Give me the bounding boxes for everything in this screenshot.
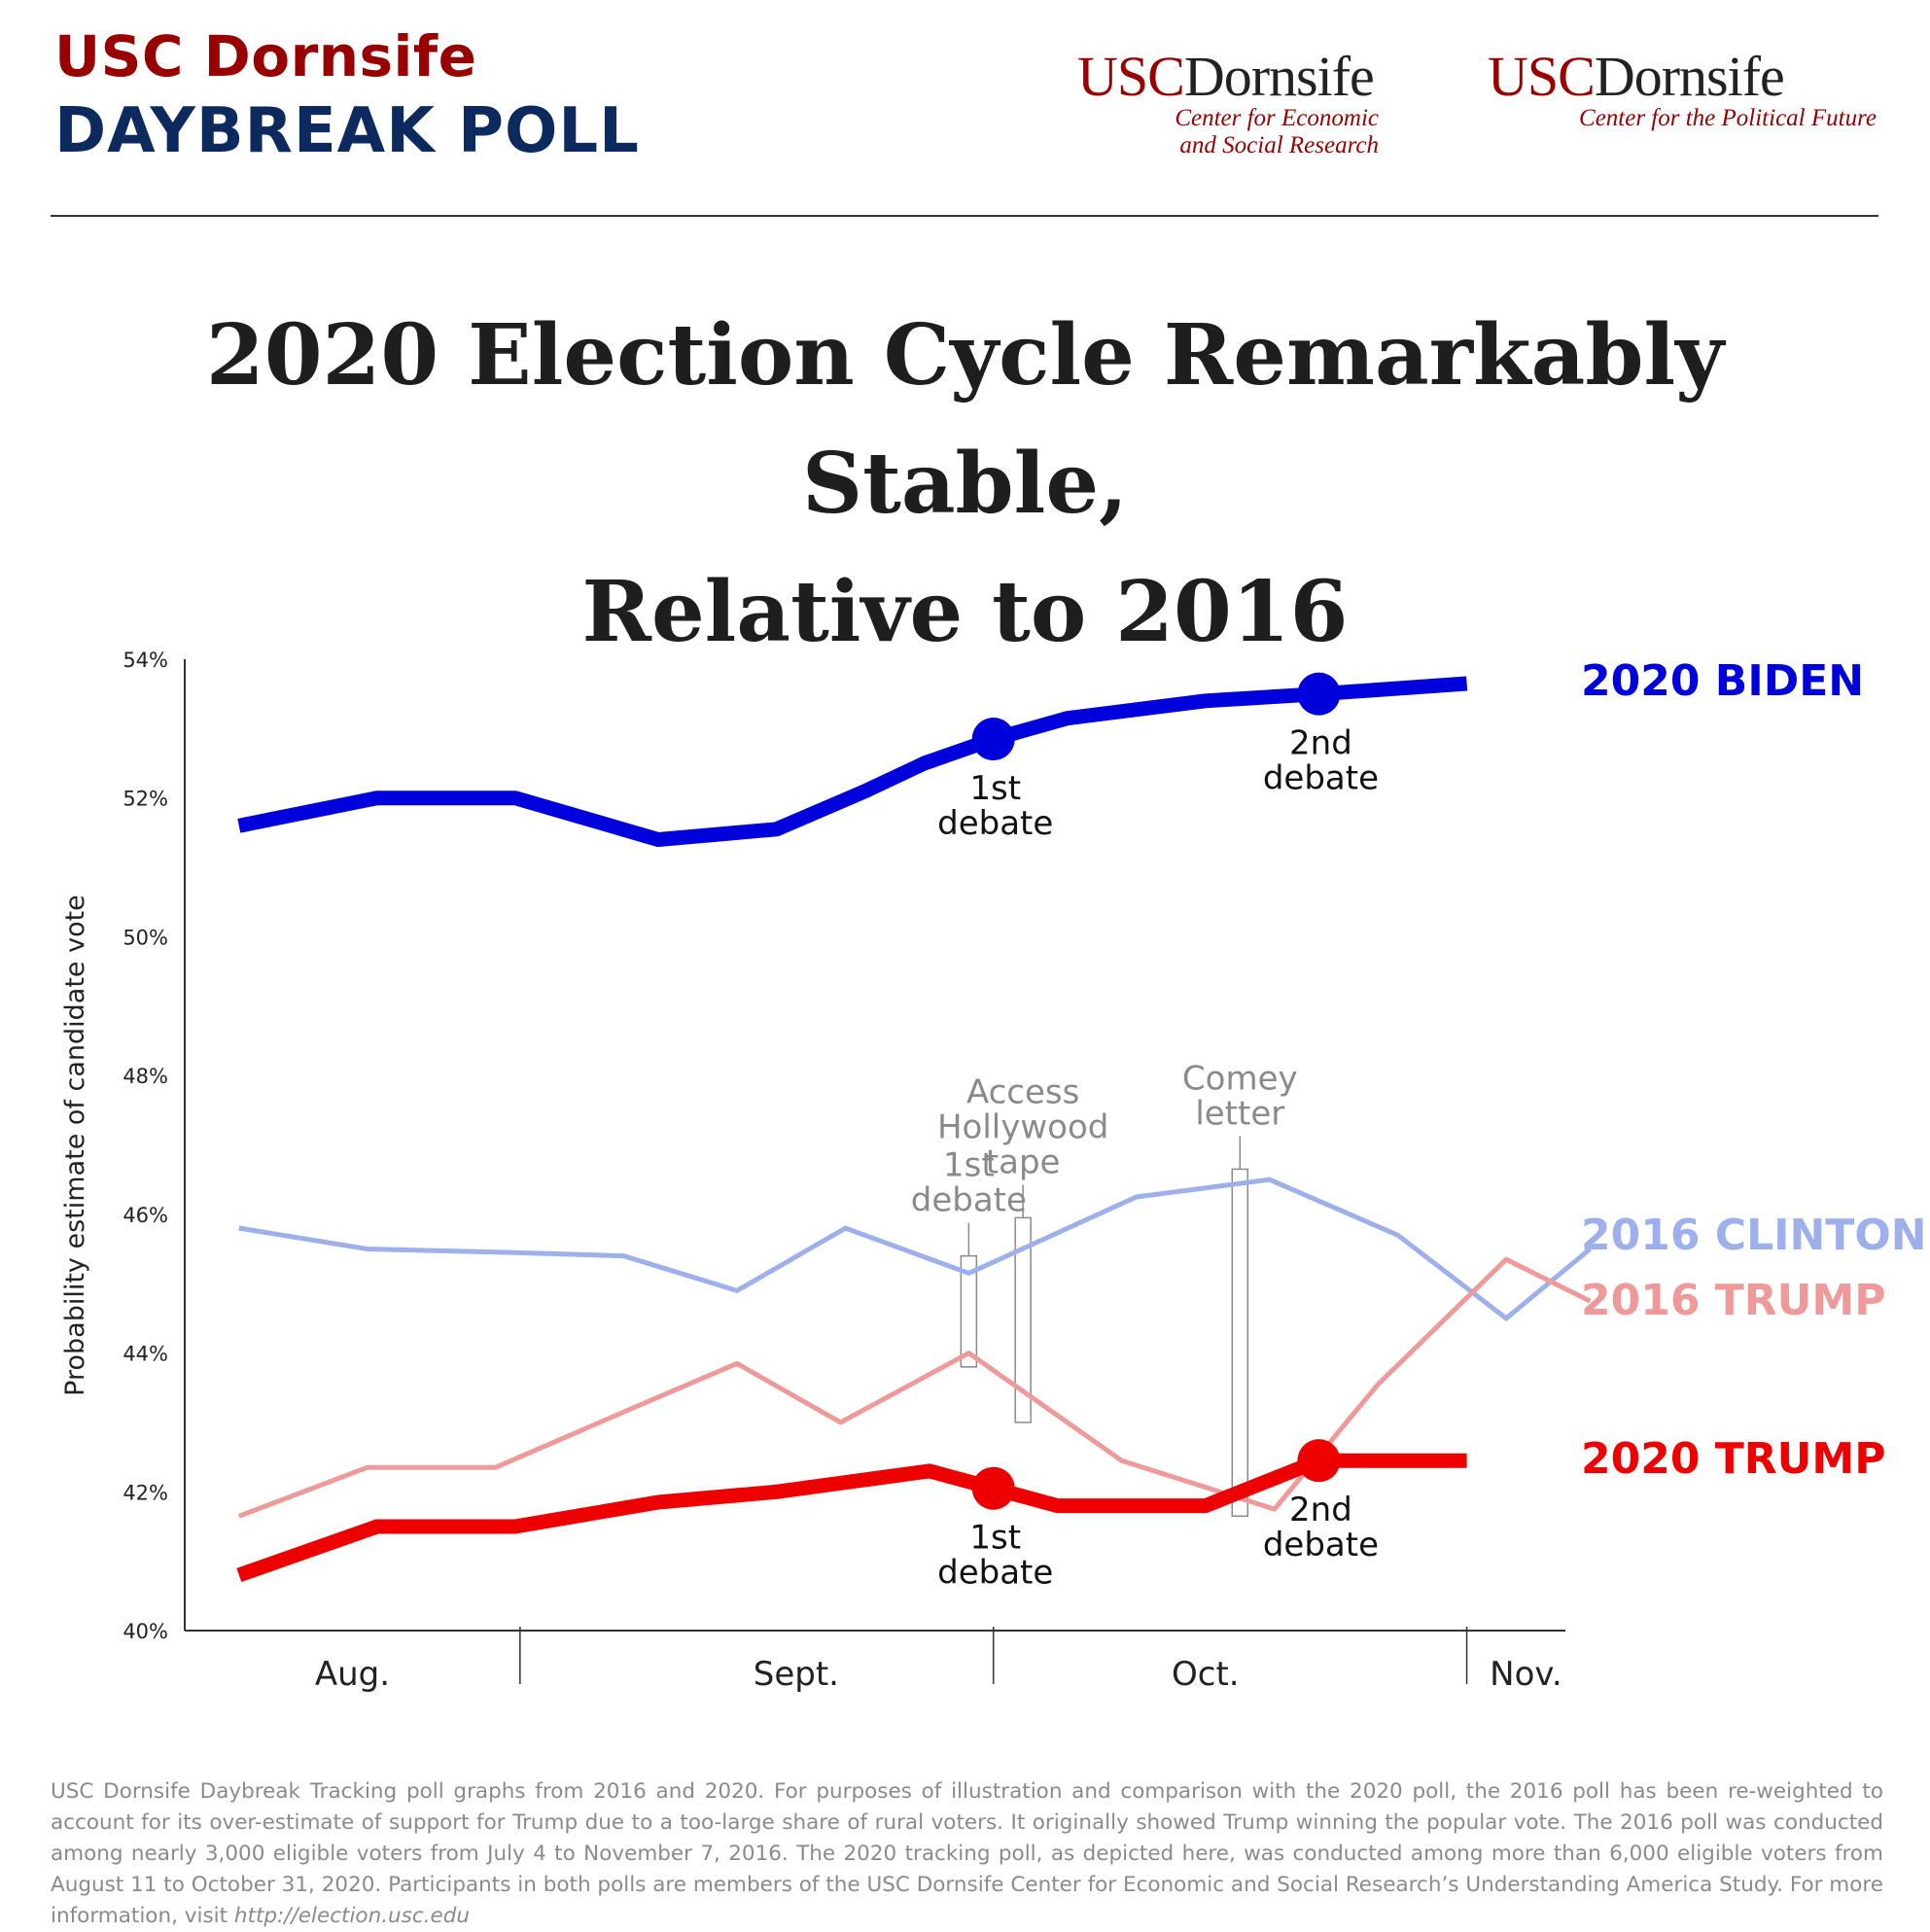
logo-cesr-dornsife: Dornsife <box>1183 45 1375 108</box>
title-line-2: Relative to 2016 <box>581 563 1349 661</box>
logo-cesr: USCDornsife Center for Economic and Soci… <box>1077 49 1379 159</box>
y-tick-label: 40% <box>123 1620 168 1643</box>
series-line-2016-clinton <box>238 1177 1592 1321</box>
y-tick-label: 46% <box>123 1204 168 1227</box>
debate-label: 1st <box>969 1519 1021 1558</box>
debate-marker <box>1297 672 1341 716</box>
debate-label: debate <box>937 804 1053 843</box>
y-tick-label: 44% <box>123 1343 168 1366</box>
debate-marker <box>971 718 1015 761</box>
logo-cesr-sub1: Center for Economic <box>1175 105 1379 131</box>
annotation-box <box>1231 1168 1249 1518</box>
debate-label: 2nd <box>1289 1491 1352 1529</box>
logo-cpf-usc: USC <box>1488 45 1596 108</box>
header-divider <box>51 215 1878 217</box>
series-line-2016-trump <box>237 1256 1592 1519</box>
annotation-label: Hollywood <box>937 1107 1108 1146</box>
footnote: USC Dornsife Daybreak Tracking poll grap… <box>51 1776 1883 1932</box>
title-line-1: 2020 Election Cycle Remarkably Stable, <box>205 306 1725 533</box>
month-label: Nov. <box>1490 1655 1562 1694</box>
legend-label: 2020 TRUMP <box>1581 1434 1885 1484</box>
month-label: Oct. <box>1172 1655 1240 1694</box>
annotation-label: debate <box>911 1181 1027 1220</box>
series-line-2020-biden <box>237 676 1468 847</box>
y-tick-label: 54% <box>123 649 168 672</box>
annotation-label: Access <box>966 1072 1079 1111</box>
debate-label: 2nd <box>1289 724 1352 763</box>
logo-cpf-sub1: Center for the Political Future <box>1579 105 1877 131</box>
logo-cpf: USCDornsife Center for the Political Fut… <box>1488 49 1877 132</box>
legend-label: 2016 CLINTON <box>1581 1211 1927 1260</box>
page-title: 2020 Election Cycle Remarkably Stable, R… <box>39 292 1891 677</box>
footnote-text: USC Dornsife Daybreak Tracking poll grap… <box>51 1779 1883 1928</box>
brand-subtitle: DAYBREAK POLL <box>54 95 640 167</box>
debate-label: debate <box>937 1554 1053 1593</box>
annotation-label: tape <box>986 1142 1061 1181</box>
logo-cesr-usc: USC <box>1077 45 1185 108</box>
legend-label: 2020 BIDEN <box>1581 656 1864 706</box>
annotation-label: letter <box>1195 1094 1284 1133</box>
y-axis-title: Probability estimate of candidate vote <box>60 895 90 1396</box>
debate-label: debate <box>1263 1526 1379 1564</box>
y-tick-label: 48% <box>123 1065 168 1088</box>
annotation-label: Comey <box>1182 1059 1298 1098</box>
month-label: Aug. <box>315 1655 390 1694</box>
y-tick-label: 50% <box>123 926 168 949</box>
footnote-url: http://election.usc.edu <box>233 1904 471 1928</box>
debate-label: debate <box>1263 759 1379 798</box>
debate-marker <box>1297 1439 1341 1483</box>
legend-label: 2016 TRUMP <box>1581 1276 1885 1325</box>
y-tick-label: 42% <box>123 1481 168 1504</box>
annotation-label: 1st <box>943 1146 995 1185</box>
series-line-2020-trump <box>236 1453 1467 1582</box>
month-label: Sept. <box>754 1655 839 1694</box>
logo-cpf-dornsife: Dornsife <box>1594 45 1785 108</box>
debate-marker <box>971 1466 1015 1510</box>
logo-cesr-sub2: and Social Research <box>1179 132 1379 158</box>
debate-label: 1st <box>969 769 1021 808</box>
brand-title: USC Dornsife <box>54 23 477 89</box>
y-tick-label: 52% <box>123 788 168 811</box>
